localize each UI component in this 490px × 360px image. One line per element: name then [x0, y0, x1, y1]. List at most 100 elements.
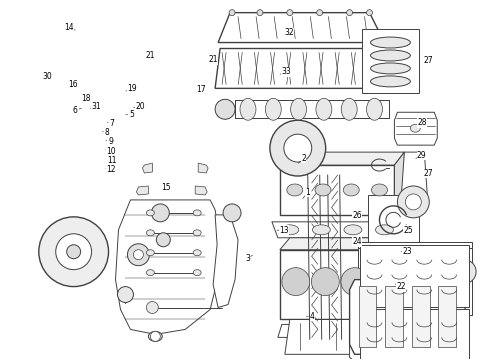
Text: 7: 7 — [110, 119, 115, 128]
Text: 3: 3 — [245, 255, 250, 264]
Ellipse shape — [147, 250, 154, 256]
Bar — [362, 28, 419, 93]
Ellipse shape — [316, 98, 332, 120]
Text: 21: 21 — [145, 51, 154, 60]
Circle shape — [39, 217, 108, 287]
Polygon shape — [272, 222, 407, 238]
Ellipse shape — [344, 225, 362, 235]
Text: 22: 22 — [396, 282, 406, 291]
Text: 21: 21 — [209, 55, 218, 64]
Bar — [386, 319, 402, 355]
Text: 32: 32 — [284, 28, 294, 37]
Ellipse shape — [147, 230, 154, 236]
Polygon shape — [280, 152, 404, 165]
Ellipse shape — [371, 184, 388, 196]
Text: 33: 33 — [282, 67, 292, 76]
Text: 24: 24 — [352, 237, 362, 246]
Polygon shape — [399, 238, 409, 319]
Polygon shape — [195, 186, 207, 195]
Text: 18: 18 — [82, 94, 91, 103]
Text: 2: 2 — [301, 154, 306, 163]
Circle shape — [317, 10, 323, 15]
Ellipse shape — [410, 124, 420, 132]
Circle shape — [156, 233, 171, 247]
Polygon shape — [278, 324, 399, 337]
Bar — [385, 285, 403, 347]
Circle shape — [341, 268, 369, 296]
Bar — [439, 319, 455, 355]
Text: 20: 20 — [135, 102, 145, 111]
Circle shape — [312, 268, 339, 296]
Ellipse shape — [281, 225, 299, 235]
Ellipse shape — [341, 98, 357, 120]
Circle shape — [133, 250, 144, 260]
Circle shape — [67, 245, 81, 259]
Circle shape — [56, 234, 92, 270]
Polygon shape — [349, 280, 465, 354]
Polygon shape — [401, 152, 427, 195]
Circle shape — [452, 260, 476, 284]
Bar — [359, 285, 376, 347]
Text: 27: 27 — [423, 57, 433, 66]
Ellipse shape — [193, 270, 201, 276]
Text: 14: 14 — [65, 23, 74, 32]
Text: 8: 8 — [105, 128, 110, 137]
Circle shape — [282, 268, 310, 296]
Ellipse shape — [315, 184, 331, 196]
Text: 17: 17 — [196, 85, 206, 94]
Circle shape — [367, 10, 372, 15]
Ellipse shape — [370, 63, 410, 74]
Ellipse shape — [313, 225, 330, 235]
Polygon shape — [213, 215, 238, 307]
Ellipse shape — [148, 332, 162, 341]
Bar — [360, 310, 469, 360]
Text: 10: 10 — [106, 147, 116, 156]
Ellipse shape — [343, 184, 359, 196]
Text: 13: 13 — [279, 226, 289, 235]
Text: 31: 31 — [91, 102, 101, 111]
Bar — [235, 100, 390, 118]
Text: 25: 25 — [404, 226, 414, 235]
Ellipse shape — [287, 184, 303, 196]
Text: 5: 5 — [129, 110, 134, 119]
Text: 23: 23 — [402, 247, 412, 256]
Ellipse shape — [193, 210, 201, 216]
Ellipse shape — [375, 225, 393, 235]
Bar — [412, 285, 430, 347]
Circle shape — [127, 244, 149, 266]
Text: 11: 11 — [107, 157, 117, 166]
Circle shape — [151, 204, 169, 222]
Polygon shape — [349, 315, 464, 360]
Ellipse shape — [265, 98, 281, 120]
Polygon shape — [143, 163, 152, 173]
Ellipse shape — [193, 230, 201, 236]
Text: 12: 12 — [106, 166, 116, 175]
Circle shape — [405, 194, 421, 210]
Ellipse shape — [193, 250, 201, 256]
Bar — [413, 319, 429, 355]
Circle shape — [397, 186, 429, 218]
Circle shape — [223, 204, 241, 222]
Text: 27: 27 — [423, 169, 433, 178]
Polygon shape — [136, 186, 148, 195]
Polygon shape — [116, 200, 220, 334]
Text: 30: 30 — [43, 72, 52, 81]
Polygon shape — [280, 250, 399, 319]
Ellipse shape — [367, 98, 383, 120]
Polygon shape — [198, 163, 208, 173]
Polygon shape — [394, 112, 437, 145]
Text: 19: 19 — [127, 84, 137, 93]
Polygon shape — [280, 165, 394, 215]
Bar — [368, 195, 419, 245]
Text: 15: 15 — [161, 183, 171, 192]
Circle shape — [215, 99, 235, 119]
Ellipse shape — [240, 98, 256, 120]
Text: 4: 4 — [310, 312, 315, 321]
Circle shape — [270, 120, 326, 176]
Circle shape — [257, 10, 263, 15]
Text: 1: 1 — [305, 188, 310, 197]
Text: 9: 9 — [108, 137, 113, 146]
Circle shape — [370, 268, 398, 296]
Ellipse shape — [370, 50, 410, 61]
Circle shape — [150, 332, 160, 341]
